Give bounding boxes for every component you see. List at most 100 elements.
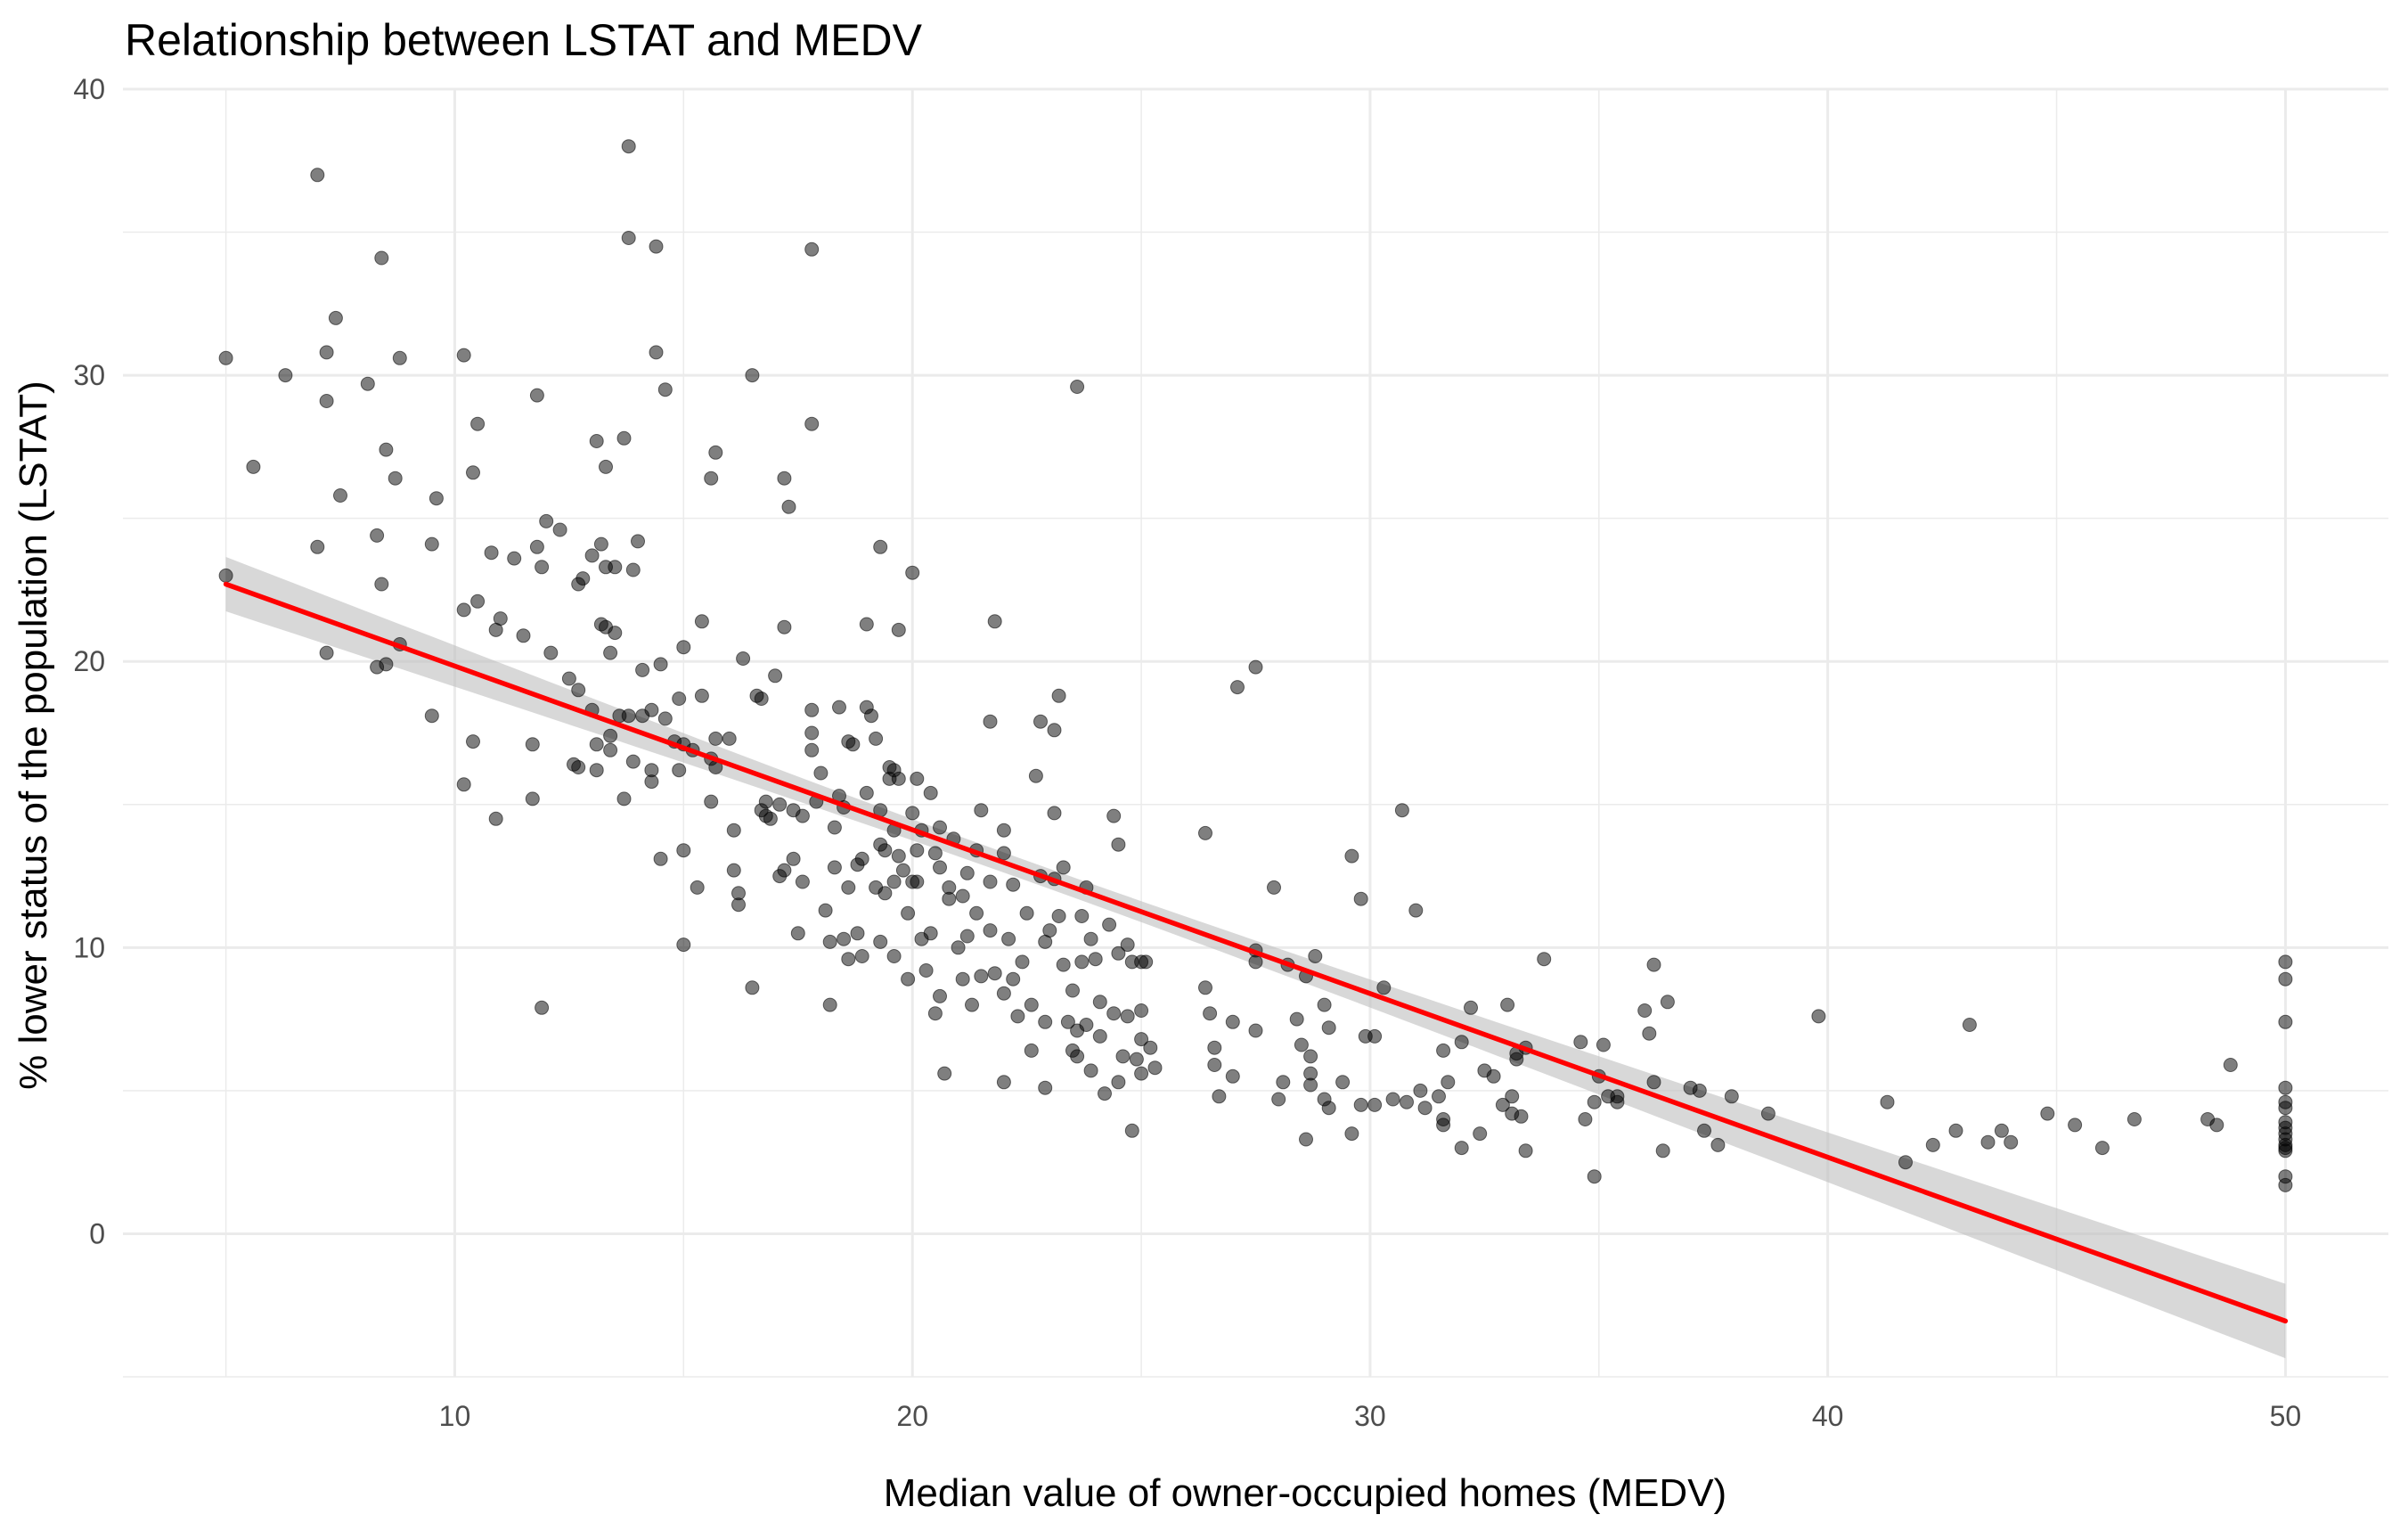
data-point bbox=[1225, 1014, 1240, 1029]
data-point bbox=[1038, 1014, 1053, 1029]
data-point bbox=[786, 851, 801, 866]
data-point bbox=[507, 551, 522, 566]
data-point bbox=[672, 763, 687, 778]
data-point bbox=[676, 843, 691, 858]
data-point bbox=[1710, 1137, 1726, 1152]
data-point bbox=[1880, 1094, 1895, 1109]
data-point bbox=[959, 865, 975, 880]
data-point bbox=[589, 737, 604, 752]
data-point bbox=[1203, 1006, 1218, 1021]
data-point bbox=[804, 702, 820, 717]
data-point bbox=[1051, 909, 1066, 923]
data-point bbox=[1500, 997, 1515, 1012]
data-point bbox=[708, 731, 723, 746]
data-point bbox=[1106, 1006, 1122, 1021]
data-point bbox=[616, 430, 632, 446]
data-point bbox=[927, 1006, 943, 1021]
data-point bbox=[1074, 909, 1090, 923]
data-point bbox=[319, 645, 334, 660]
data-point bbox=[1436, 1112, 1451, 1126]
data-point bbox=[969, 905, 984, 921]
data-point bbox=[589, 434, 604, 448]
data-point bbox=[1637, 1003, 1653, 1018]
data-point bbox=[593, 536, 608, 552]
data-point bbox=[525, 737, 540, 752]
data-point bbox=[535, 1000, 550, 1015]
data-point bbox=[772, 797, 788, 812]
data-point bbox=[1578, 1112, 1593, 1126]
data-point bbox=[965, 997, 979, 1012]
data-point bbox=[584, 548, 600, 563]
data-point bbox=[1367, 1097, 1383, 1112]
data-point bbox=[918, 963, 934, 978]
data-point bbox=[873, 539, 888, 554]
data-point bbox=[1408, 903, 1424, 918]
data-point bbox=[1120, 1009, 1135, 1024]
data-point bbox=[790, 926, 805, 941]
data-point bbox=[529, 539, 544, 554]
data-point bbox=[1098, 1086, 1112, 1101]
data-point bbox=[672, 692, 687, 706]
data-point bbox=[837, 931, 852, 946]
data-point bbox=[1198, 980, 1212, 995]
data-point bbox=[832, 700, 846, 715]
data-point bbox=[608, 560, 623, 575]
data-point bbox=[571, 760, 586, 774]
data-point bbox=[653, 657, 668, 672]
data-point bbox=[621, 139, 636, 154]
data-point bbox=[333, 488, 347, 503]
data-point bbox=[886, 949, 902, 963]
data-point bbox=[987, 614, 1002, 629]
data-point bbox=[1147, 1060, 1163, 1076]
data-point bbox=[1207, 1040, 1222, 1055]
data-point bbox=[804, 725, 820, 741]
data-point bbox=[1436, 1043, 1451, 1058]
data-point bbox=[360, 376, 375, 391]
data-point bbox=[901, 971, 916, 987]
data-point bbox=[319, 394, 334, 408]
data-point bbox=[777, 619, 792, 635]
y-tick-label: 0 bbox=[89, 1217, 105, 1249]
data-point bbox=[905, 806, 920, 821]
data-point bbox=[1454, 1141, 1469, 1156]
data-point bbox=[1271, 1092, 1286, 1107]
y-tick-label: 20 bbox=[73, 645, 105, 677]
data-point bbox=[827, 860, 842, 875]
data-point bbox=[891, 771, 906, 786]
grid bbox=[123, 87, 2388, 1378]
data-point bbox=[813, 766, 829, 781]
data-point bbox=[424, 536, 439, 552]
data-point bbox=[246, 459, 261, 474]
data-point bbox=[676, 937, 691, 953]
data-point bbox=[621, 231, 636, 245]
data-point bbox=[374, 250, 389, 266]
data-point bbox=[1505, 1089, 1520, 1104]
data-point bbox=[1092, 995, 1107, 1010]
data-point bbox=[319, 345, 334, 360]
data-point bbox=[777, 471, 792, 486]
data-point bbox=[763, 811, 778, 826]
data-point bbox=[959, 929, 975, 944]
data-point bbox=[1299, 1132, 1313, 1147]
y-axis-title: % lower status of the population (LSTAT) bbox=[12, 381, 55, 1090]
data-point bbox=[2094, 1141, 2110, 1156]
data-point bbox=[1344, 1126, 1359, 1142]
data-point bbox=[1486, 1068, 1501, 1084]
data-point bbox=[1321, 1020, 1336, 1036]
data-point bbox=[1724, 1089, 1739, 1104]
data-point bbox=[1139, 954, 1154, 970]
data-point bbox=[886, 874, 902, 889]
data-point bbox=[1376, 980, 1392, 995]
data-point bbox=[1060, 1014, 1075, 1029]
data-point bbox=[694, 614, 709, 629]
data-point bbox=[429, 491, 444, 506]
data-point bbox=[1441, 1075, 1456, 1090]
data-point bbox=[854, 851, 869, 866]
chart-title: Relationship between LSTAT and MEDV bbox=[125, 15, 923, 65]
data-point bbox=[2278, 954, 2293, 970]
data-point bbox=[1697, 1123, 1711, 1138]
data-point bbox=[1042, 923, 1057, 938]
data-point bbox=[616, 791, 632, 806]
data-point bbox=[1335, 1075, 1351, 1090]
data-point bbox=[827, 820, 842, 835]
